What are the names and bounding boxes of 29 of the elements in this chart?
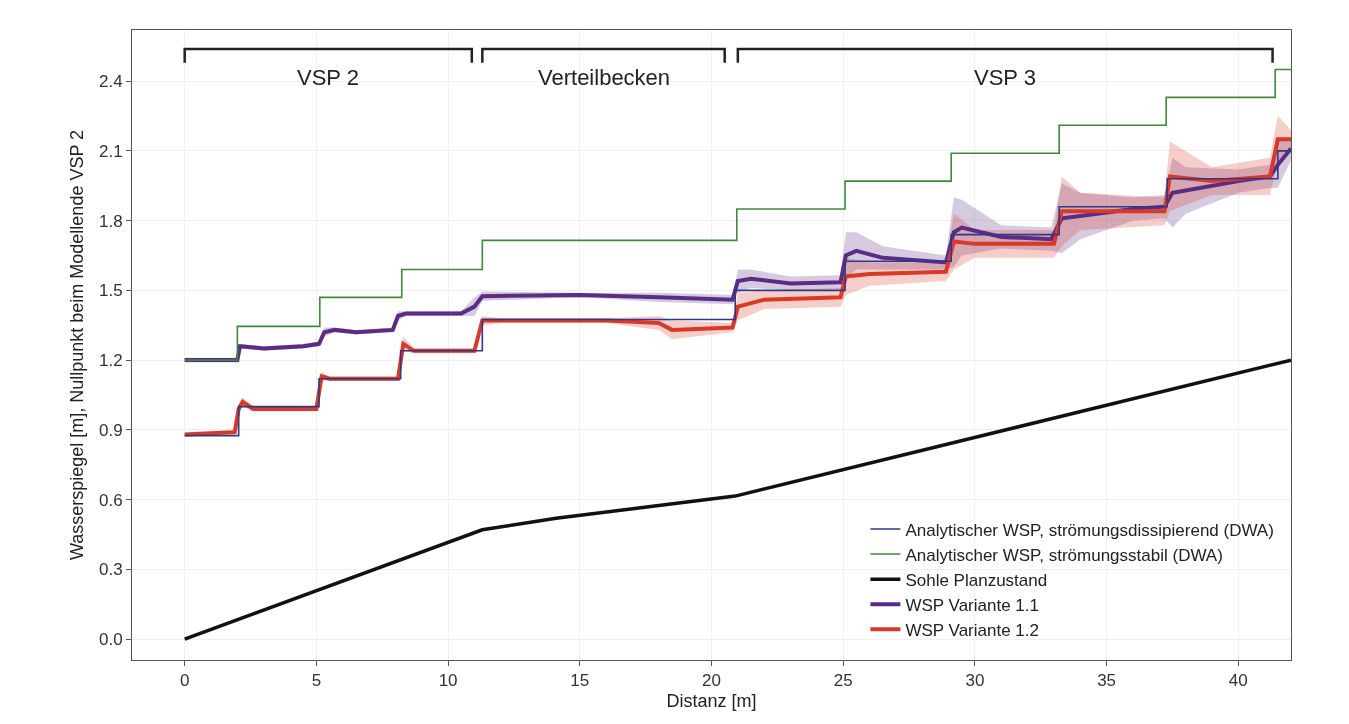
legend-label: Analytischer WSP, strömungsstabil (DWA): [905, 545, 1223, 565]
x-tick-label: 25: [833, 671, 853, 691]
y-tick-label: 0.0: [98, 630, 123, 650]
x-tick-label: 20: [702, 671, 721, 691]
x-axis-title: Distanz [m]: [666, 690, 757, 711]
x-tick-label: 30: [965, 671, 985, 691]
y-tick-label: 1.5: [98, 281, 123, 301]
y-tick-label: 1.2: [98, 351, 123, 371]
y-tick-label: 0.3: [98, 560, 123, 580]
legend-label: WSP Variante 1.2: [905, 620, 1039, 640]
x-tick-label: 35: [1097, 671, 1117, 691]
y-tick-label: 2.4: [98, 72, 123, 92]
x-tick-label: 15: [570, 671, 590, 691]
y-tick-label: 2.1: [98, 141, 123, 161]
line-series: [182, 358, 1291, 641]
y-tick-label: 0.9: [98, 420, 123, 440]
y-tick-label: 1.8: [98, 211, 123, 231]
x-tick-label: 10: [438, 671, 458, 691]
x-tick-label: 0: [179, 671, 190, 691]
legend-label: WSP Variante 1.1: [905, 595, 1039, 615]
x-tick-label: 40: [1228, 671, 1248, 691]
annotation: Verteilbecken: [538, 65, 671, 90]
legend-label: Analytischer WSP, strömungsdissipierend (DWA): [905, 520, 1274, 540]
annotation: VSP 2: [297, 65, 359, 90]
legend-label: Sohle Planzustand: [905, 570, 1048, 590]
y-axis-title: Wasserspiegel [m], Nullpunkt beim Modellende VSP 2: [67, 129, 88, 561]
annotation: VSP 3: [974, 65, 1036, 90]
y-tick-label: 0.6: [98, 490, 123, 510]
x-tick-label: 5: [311, 671, 322, 691]
